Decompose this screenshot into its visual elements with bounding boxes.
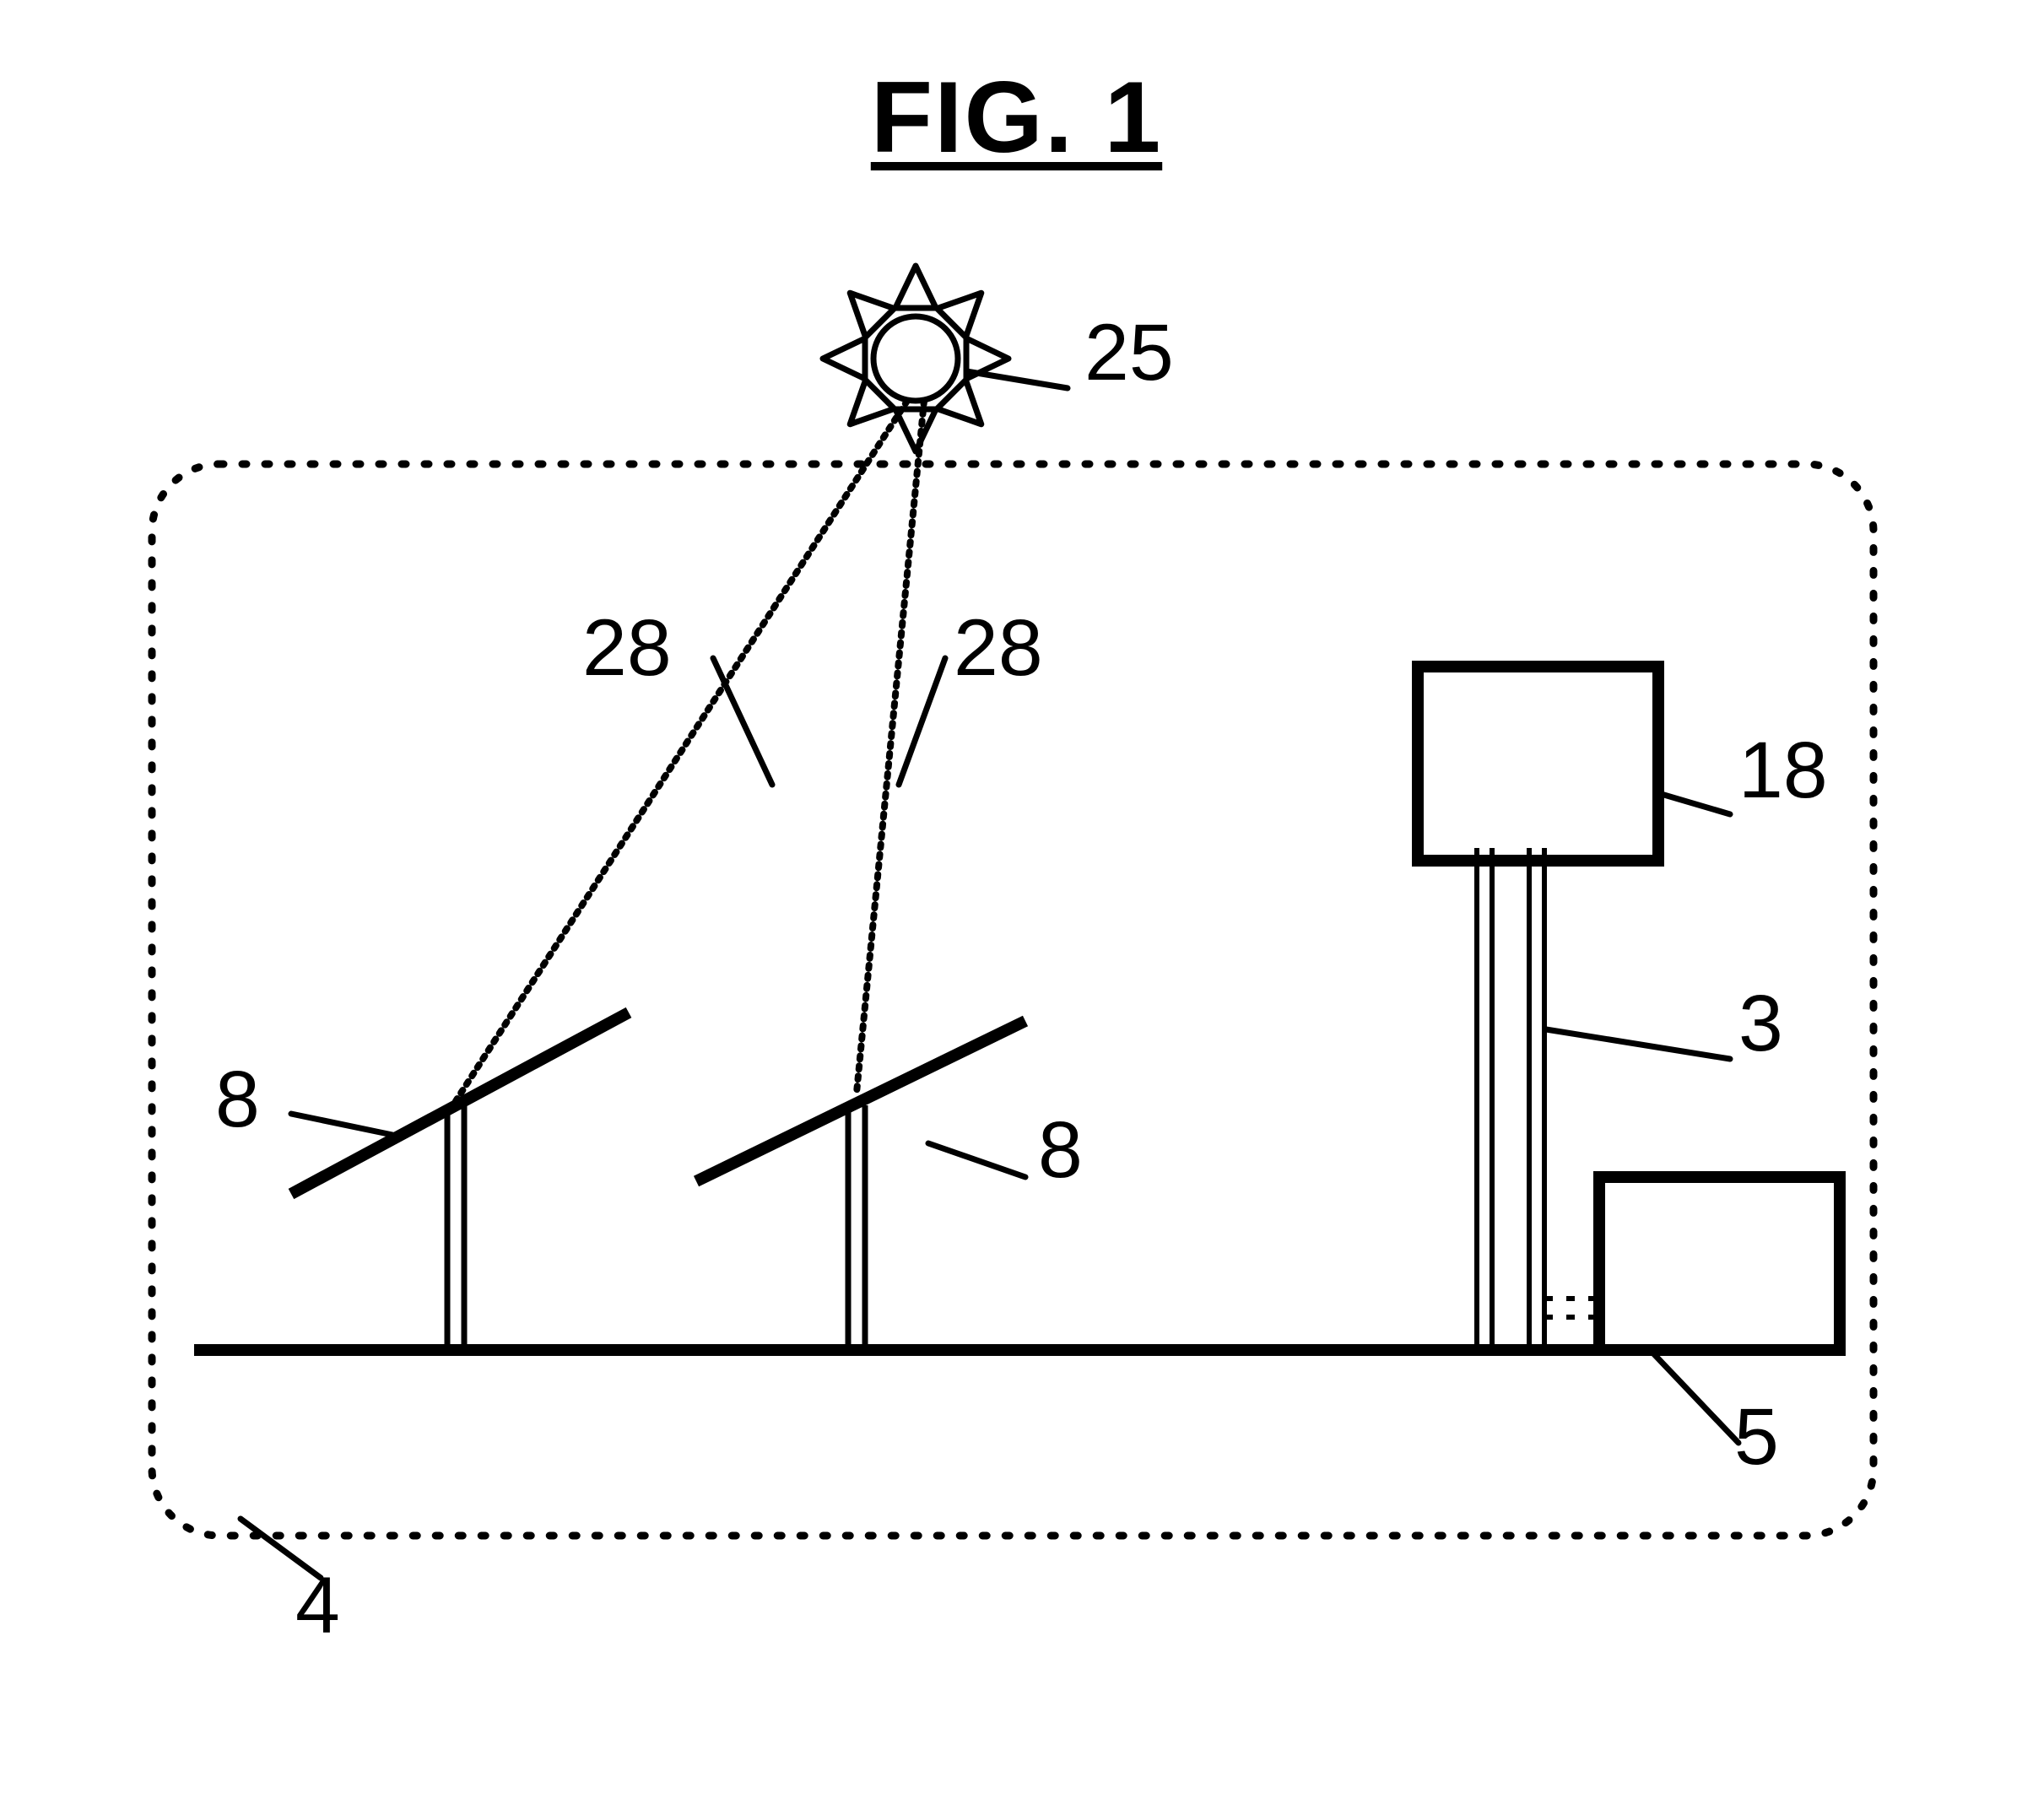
label-8l: 8 xyxy=(215,1054,260,1146)
diagram-svg xyxy=(0,0,2033,1820)
label-8r: 8 xyxy=(1038,1104,1083,1196)
label-3: 3 xyxy=(1738,978,1783,1070)
label-5: 5 xyxy=(1734,1391,1779,1483)
figure-title: FIG. 1 xyxy=(871,59,1162,176)
label-18: 18 xyxy=(1738,725,1828,817)
label-25: 25 xyxy=(1084,307,1174,399)
label-4: 4 xyxy=(295,1560,340,1652)
label-28l: 28 xyxy=(582,602,672,694)
figure-canvas: FIG. 1 25 28 28 18 3 8 8 5 4 xyxy=(0,0,2033,1820)
label-28r: 28 xyxy=(954,602,1043,694)
